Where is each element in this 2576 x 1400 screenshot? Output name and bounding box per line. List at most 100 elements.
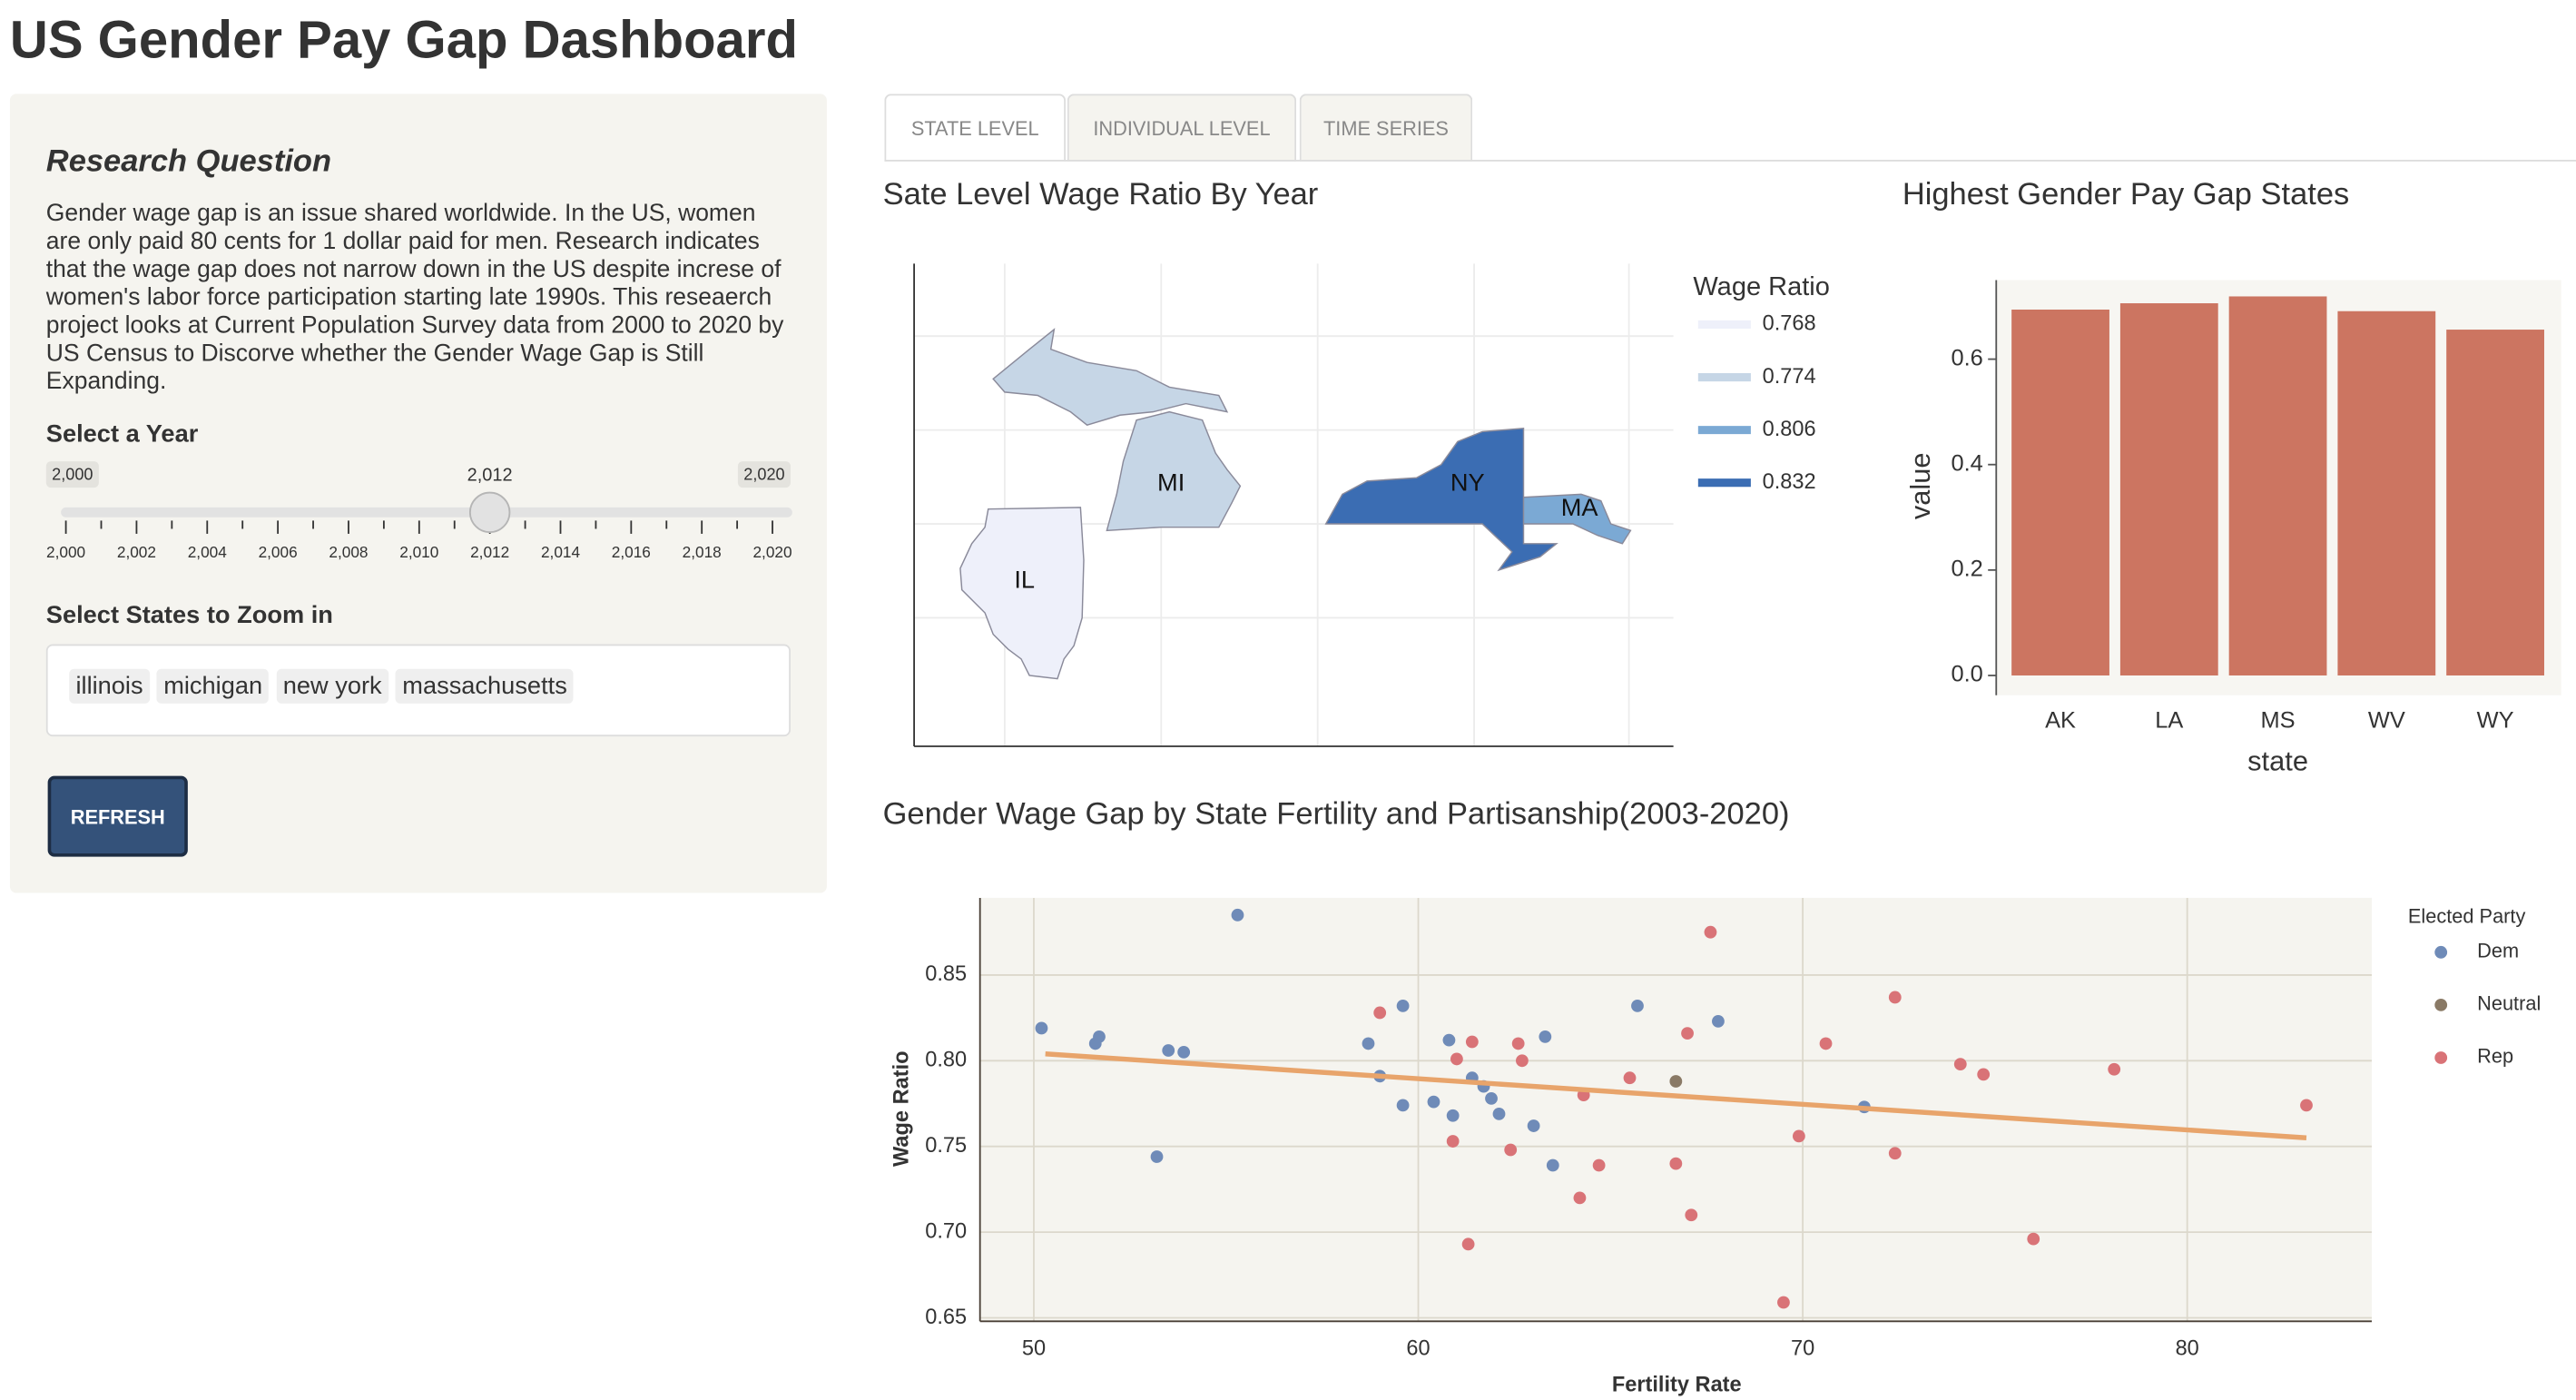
refresh-button[interactable]: REFRESH xyxy=(47,775,188,857)
point xyxy=(1373,1070,1387,1083)
y-tick-label: 0.85 xyxy=(925,961,967,985)
chart-title: Gender Wage Gap by State Fertility and P… xyxy=(883,796,1790,831)
state-label: NY xyxy=(1450,468,1485,497)
point xyxy=(1461,1237,1475,1251)
map-grid xyxy=(914,263,1674,747)
state-shape xyxy=(992,328,1242,532)
point xyxy=(1516,1054,1529,1068)
y-tick-label: 0.65 xyxy=(925,1305,967,1328)
legend-marker xyxy=(2434,998,2448,1011)
tab[interactable]: TIME SERIES xyxy=(1299,94,1473,162)
chart-title: Sate Level Wage Ratio By Year xyxy=(883,177,1319,212)
point xyxy=(1685,1208,1698,1222)
point xyxy=(1539,1030,1552,1043)
x-tick-label: 60 xyxy=(1406,1336,1430,1359)
x-tick-label: WY xyxy=(2477,707,2514,733)
point xyxy=(1704,925,1717,939)
point xyxy=(1712,1014,1725,1028)
point xyxy=(1888,991,1902,1004)
point xyxy=(2300,1099,2313,1112)
state-shape xyxy=(1518,493,1632,545)
point xyxy=(1450,1052,1463,1066)
point xyxy=(1427,1095,1440,1109)
state-label: MA xyxy=(1561,493,1599,521)
point xyxy=(1977,1068,1991,1081)
point xyxy=(1669,1157,1683,1170)
trend-line xyxy=(1045,1051,2307,1140)
point xyxy=(1527,1119,1540,1132)
point xyxy=(1592,1158,1606,1172)
y-tick-label: 0.80 xyxy=(925,1048,967,1071)
point xyxy=(2027,1232,2040,1246)
bar xyxy=(2119,303,2218,675)
plot-area xyxy=(1996,280,2561,695)
legend-label: Neutral xyxy=(2477,992,2541,1015)
state-tag[interactable]: massachusetts xyxy=(396,668,575,704)
states-label: Select States to Zoom in xyxy=(45,601,333,630)
point xyxy=(1681,1027,1694,1040)
page-title: US Gender Pay Gap Dashboard xyxy=(9,9,798,70)
state-shape xyxy=(959,507,1085,680)
state-select[interactable]: illinois michigan new york massachusetts xyxy=(45,644,791,737)
point xyxy=(1446,1135,1460,1148)
y-tick-label: 0.75 xyxy=(925,1133,967,1157)
state-tag[interactable]: michigan xyxy=(156,668,270,704)
year-label: Select a Year xyxy=(45,419,199,449)
legend-label: 0.768 xyxy=(1763,311,1816,335)
legend-label: Dem xyxy=(2477,940,2519,962)
legend-label: 0.806 xyxy=(1763,417,1816,440)
point xyxy=(1485,1091,1498,1105)
legend-title: Wage Ratio xyxy=(1693,272,1830,301)
y-tick-label: 0.6 xyxy=(1951,345,1982,370)
legend-label: 0.774 xyxy=(1763,364,1816,388)
x-axis-label: state xyxy=(2247,744,2308,776)
tab[interactable]: INDIVIDUAL LEVEL xyxy=(1067,94,1297,162)
point xyxy=(1162,1044,1175,1057)
x-tick-label: WV xyxy=(2368,707,2405,733)
legend-marker xyxy=(2434,945,2448,959)
point xyxy=(1035,1021,1048,1035)
point xyxy=(1231,908,1244,922)
point xyxy=(1093,1030,1106,1043)
point xyxy=(1623,1071,1637,1085)
x-tick-label: LA xyxy=(2155,707,2183,733)
point xyxy=(1396,1099,1410,1112)
point xyxy=(1546,1158,1559,1172)
bar xyxy=(2228,296,2327,675)
point xyxy=(1446,1109,1460,1122)
point xyxy=(1669,1075,1683,1088)
point xyxy=(1492,1107,1506,1120)
point xyxy=(1465,1035,1479,1049)
y-tick-label: 0.4 xyxy=(1951,450,1982,476)
bar xyxy=(2337,311,2436,675)
state-label: IL xyxy=(1014,566,1035,594)
state-tag[interactable]: new york xyxy=(276,668,388,704)
point xyxy=(1777,1296,1790,1309)
point xyxy=(1442,1033,1456,1047)
legend-title: Elected Party xyxy=(2408,904,2526,927)
y-axis-label: Wage Ratio xyxy=(890,1050,913,1167)
x-tick-label: 80 xyxy=(2176,1336,2199,1359)
tab[interactable]: STATE LEVEL xyxy=(884,94,1067,162)
point xyxy=(1362,1037,1375,1050)
point xyxy=(1631,999,1644,1012)
point xyxy=(1953,1058,1967,1070)
point xyxy=(1888,1147,1902,1160)
bar xyxy=(2446,330,2544,675)
state-label: MI xyxy=(1157,468,1185,497)
question-text: Gender wage gap is an issue shared world… xyxy=(45,201,784,396)
point xyxy=(1792,1129,1805,1143)
x-tick-label: 50 xyxy=(1022,1336,1046,1359)
legend-label: 0.832 xyxy=(1763,469,1816,493)
legend-marker xyxy=(2434,1051,2448,1064)
point xyxy=(1465,1071,1479,1085)
point xyxy=(1373,1006,1387,1020)
point xyxy=(1819,1037,1833,1050)
chart-title: Highest Gender Pay Gap States xyxy=(1903,177,2349,212)
state-tag[interactable]: illinois xyxy=(69,668,150,704)
x-tick-label: 70 xyxy=(1791,1336,1814,1359)
y-tick-label: 0.70 xyxy=(925,1218,967,1242)
point xyxy=(1511,1037,1525,1050)
x-axis-label: Fertility Rate xyxy=(1612,1372,1742,1395)
